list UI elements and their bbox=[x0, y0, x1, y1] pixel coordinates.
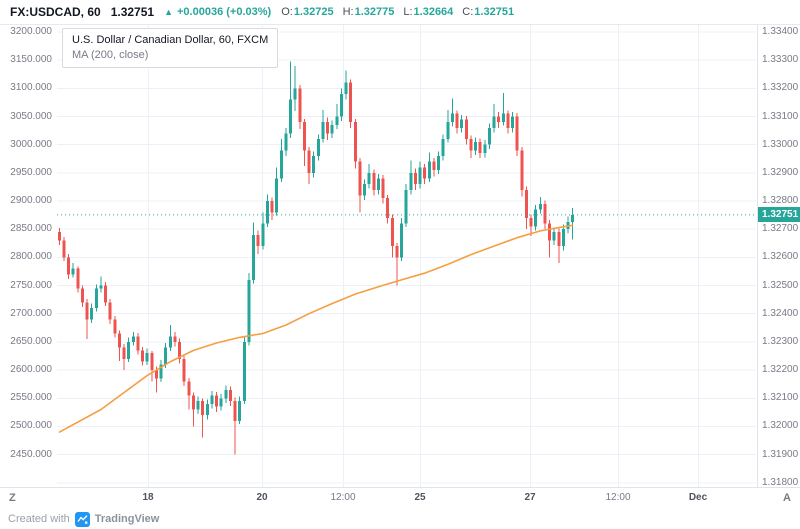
right-axis-label: 1.32000 bbox=[762, 420, 799, 432]
time-axis-label: 20 bbox=[256, 492, 268, 503]
chart-canvas[interactable] bbox=[0, 25, 800, 487]
created-with-text: Created with bbox=[8, 513, 70, 525]
right-axis-label: 1.33200 bbox=[762, 82, 799, 94]
high-value: 1.32775 bbox=[354, 6, 395, 18]
left-axis-label: 2500.000 bbox=[10, 420, 52, 432]
last-price: 1.32751 bbox=[110, 5, 155, 19]
close-value: 1.32751 bbox=[474, 6, 515, 18]
low-value: 1.32664 bbox=[413, 6, 454, 18]
right-axis-label: 1.31900 bbox=[762, 448, 799, 460]
change-text: +0.00036 (+0.03%) bbox=[177, 6, 272, 18]
left-axis-label: 2450.000 bbox=[10, 448, 52, 460]
tradingview-logo-icon[interactable] bbox=[74, 511, 90, 527]
chart-header: FX:USDCAD, 60 1.32751 ▲ +0.00036 (+0.03%… bbox=[0, 0, 800, 25]
close-pair: C: 1.32751 bbox=[462, 6, 514, 18]
right-axis-label: 1.32800 bbox=[762, 195, 799, 207]
left-axis-label: 3100.000 bbox=[10, 82, 52, 94]
low-pair: L: 1.32664 bbox=[403, 6, 453, 18]
left-axis-label: 3000.000 bbox=[10, 138, 52, 150]
current-price-label: 1.32751 bbox=[758, 206, 800, 222]
right-axis-label: 1.33100 bbox=[762, 110, 799, 122]
time-axis-label: Dec bbox=[688, 492, 708, 503]
grid-vertical bbox=[148, 25, 699, 487]
left-axis-label: 2850.000 bbox=[10, 223, 52, 235]
time-axis-label: 18 bbox=[142, 492, 154, 503]
high-pair: H: 1.32775 bbox=[343, 6, 395, 18]
right-axis-label: 1.32900 bbox=[762, 166, 799, 178]
open-label: O: bbox=[281, 6, 293, 18]
time-scale-right-corner[interactable]: A bbox=[783, 492, 791, 504]
grid-horizontal bbox=[57, 31, 756, 484]
right-axis-label: 1.33300 bbox=[762, 54, 799, 66]
right-axis-label: 1.33400 bbox=[762, 26, 799, 37]
legend-symbol-row[interactable]: U.S. Dollar / Canadian Dollar, 60, FXCM bbox=[72, 34, 269, 46]
open-value: 1.32725 bbox=[293, 6, 334, 18]
price-change: ▲ +0.00036 (+0.03%) bbox=[164, 6, 271, 18]
legend-indicator-row[interactable]: MA (200, close) bbox=[72, 49, 149, 61]
time-axis-label: 27 bbox=[524, 492, 536, 503]
left-axis-label: 2800.000 bbox=[10, 251, 52, 263]
time-scale-left-corner[interactable]: Z bbox=[9, 492, 16, 504]
right-axis-label: 1.32600 bbox=[762, 251, 799, 263]
ma-200-line bbox=[58, 224, 574, 433]
left-axis-label: 2750.000 bbox=[10, 279, 52, 291]
low-label: L: bbox=[403, 6, 413, 18]
right-axis-label: 1.33000 bbox=[762, 138, 799, 150]
candles-layer bbox=[58, 61, 574, 455]
left-axis-label: 2950.000 bbox=[10, 166, 52, 178]
right-axis-label: 1.32200 bbox=[762, 364, 799, 376]
left-axis-label: 2900.000 bbox=[10, 195, 52, 207]
price-scale[interactable]: 1.33400 1.33300 1.33200 1.33100 1.33000 1.329… bbox=[757, 25, 800, 488]
legend: U.S. Dollar / Canadian Dollar, 60, FXCM … bbox=[62, 28, 279, 68]
symbol-title[interactable]: FX:USDCAD, 60 bbox=[10, 5, 101, 19]
high-label: H: bbox=[342, 6, 354, 18]
right-axis-label: 1.32300 bbox=[762, 335, 799, 347]
right-axis-label: 1.32400 bbox=[762, 307, 799, 319]
tradingview-brand-link[interactable]: TradingView bbox=[94, 513, 160, 525]
left-axis-label: 2650.000 bbox=[10, 335, 52, 347]
time-axis-label: 12:00 bbox=[330, 492, 356, 503]
price-chart[interactable]: U.S. Dollar / Canadian Dollar, 60, FXCM … bbox=[0, 25, 800, 488]
left-axis-label: 2700.000 bbox=[10, 307, 52, 319]
close-label: C: bbox=[462, 6, 474, 18]
right-axis-label: 1.32700 bbox=[762, 223, 799, 235]
left-axis-label: 3150.000 bbox=[10, 54, 52, 66]
up-arrow-icon: ▲ bbox=[164, 7, 173, 17]
time-axis-label: 25 bbox=[414, 492, 426, 503]
open-pair: O: 1.32725 bbox=[281, 6, 333, 18]
time-scale[interactable]: Z A 18 20 12:00 25 27 12:00 Dec bbox=[0, 487, 800, 510]
left-axis-label: 2600.000 bbox=[10, 364, 52, 376]
time-axis-label: 12:00 bbox=[605, 492, 631, 503]
right-axis-label: 1.31800 bbox=[762, 476, 799, 488]
right-axis-label: 1.32500 bbox=[762, 279, 799, 291]
left-axis-label: 2550.000 bbox=[10, 392, 52, 404]
left-axis-label: 3200.000 bbox=[10, 26, 52, 37]
attribution-bar: Created with TradingView bbox=[0, 509, 800, 529]
ohlc-values: O: 1.32725 H: 1.32775 L: 1.32664 C: 1.32… bbox=[281, 6, 514, 18]
right-axis-label: 1.32100 bbox=[762, 392, 799, 404]
left-axis-label: 3050.000 bbox=[10, 110, 52, 122]
